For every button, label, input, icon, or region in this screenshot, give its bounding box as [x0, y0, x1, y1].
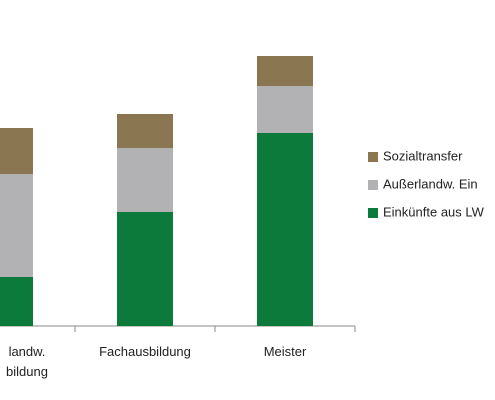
x-tick-label: Fachausbildung — [99, 344, 191, 359]
x-tick-label: Meister — [263, 344, 307, 359]
bar-segment — [117, 114, 173, 148]
legend-swatch — [368, 208, 378, 218]
legend-label: Außerlandw. Ein — [383, 176, 478, 191]
legend-label: Sozialtransfer — [383, 148, 463, 163]
bar-segment — [257, 56, 313, 86]
bar-segment — [117, 212, 173, 326]
legend-label: Einkünfte aus LW — [383, 204, 485, 219]
bar-segment — [257, 133, 313, 326]
bar-segment — [0, 277, 33, 326]
legend-swatch — [368, 152, 378, 162]
x-tick-label: landw. bildung — [6, 344, 48, 379]
bar-segment — [117, 148, 173, 212]
bar-segment — [257, 86, 313, 133]
legend-swatch — [368, 180, 378, 190]
bar-segment — [0, 174, 33, 277]
bar-segment — [0, 128, 33, 174]
